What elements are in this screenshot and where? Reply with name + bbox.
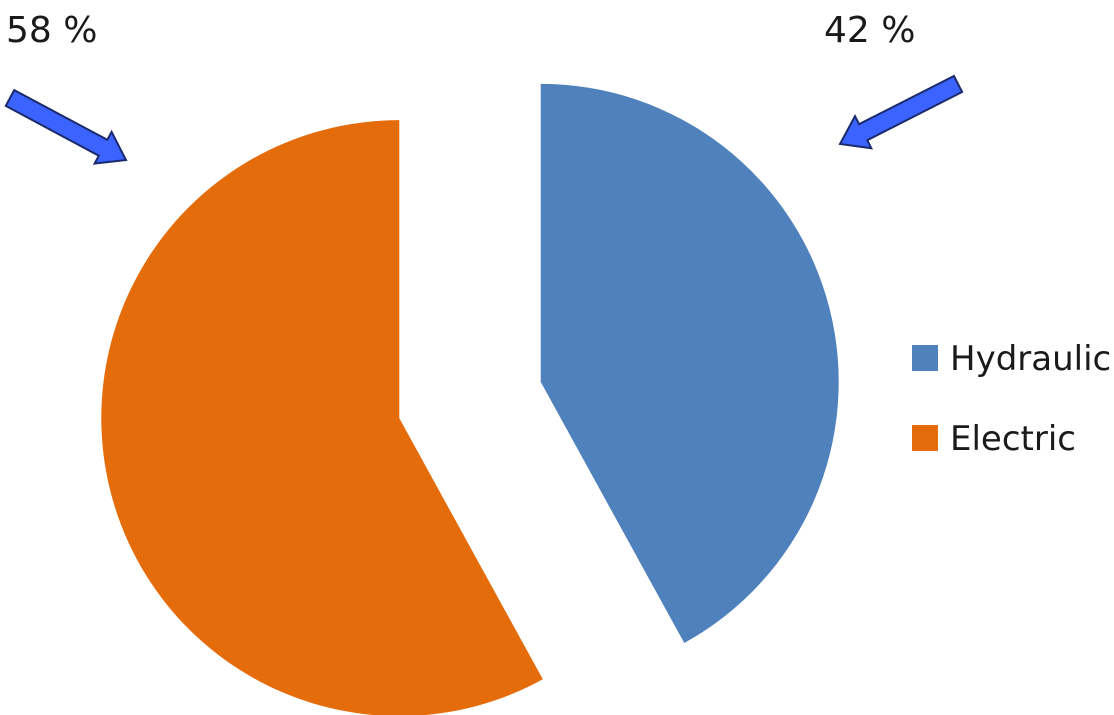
legend: Hydraulic Electric [912, 339, 1111, 459]
percent-label-hydraulic: 42 % [824, 10, 915, 51]
arrow-icon-electric [4, 88, 128, 165]
pie-slice-electric [101, 120, 543, 715]
annotation-arrows [4, 74, 964, 165]
legend-label-hydraulic: Hydraulic [950, 339, 1111, 379]
pie-slice-hydraulic [540, 83, 839, 643]
legend-label-electric: Electric [950, 419, 1076, 459]
legend-swatch-hydraulic [912, 345, 938, 371]
percent-label-electric: 58 % [6, 10, 97, 51]
pie-slices [101, 83, 839, 715]
legend-swatch-electric [912, 425, 938, 451]
arrow-icon-hydraulic [838, 74, 964, 150]
